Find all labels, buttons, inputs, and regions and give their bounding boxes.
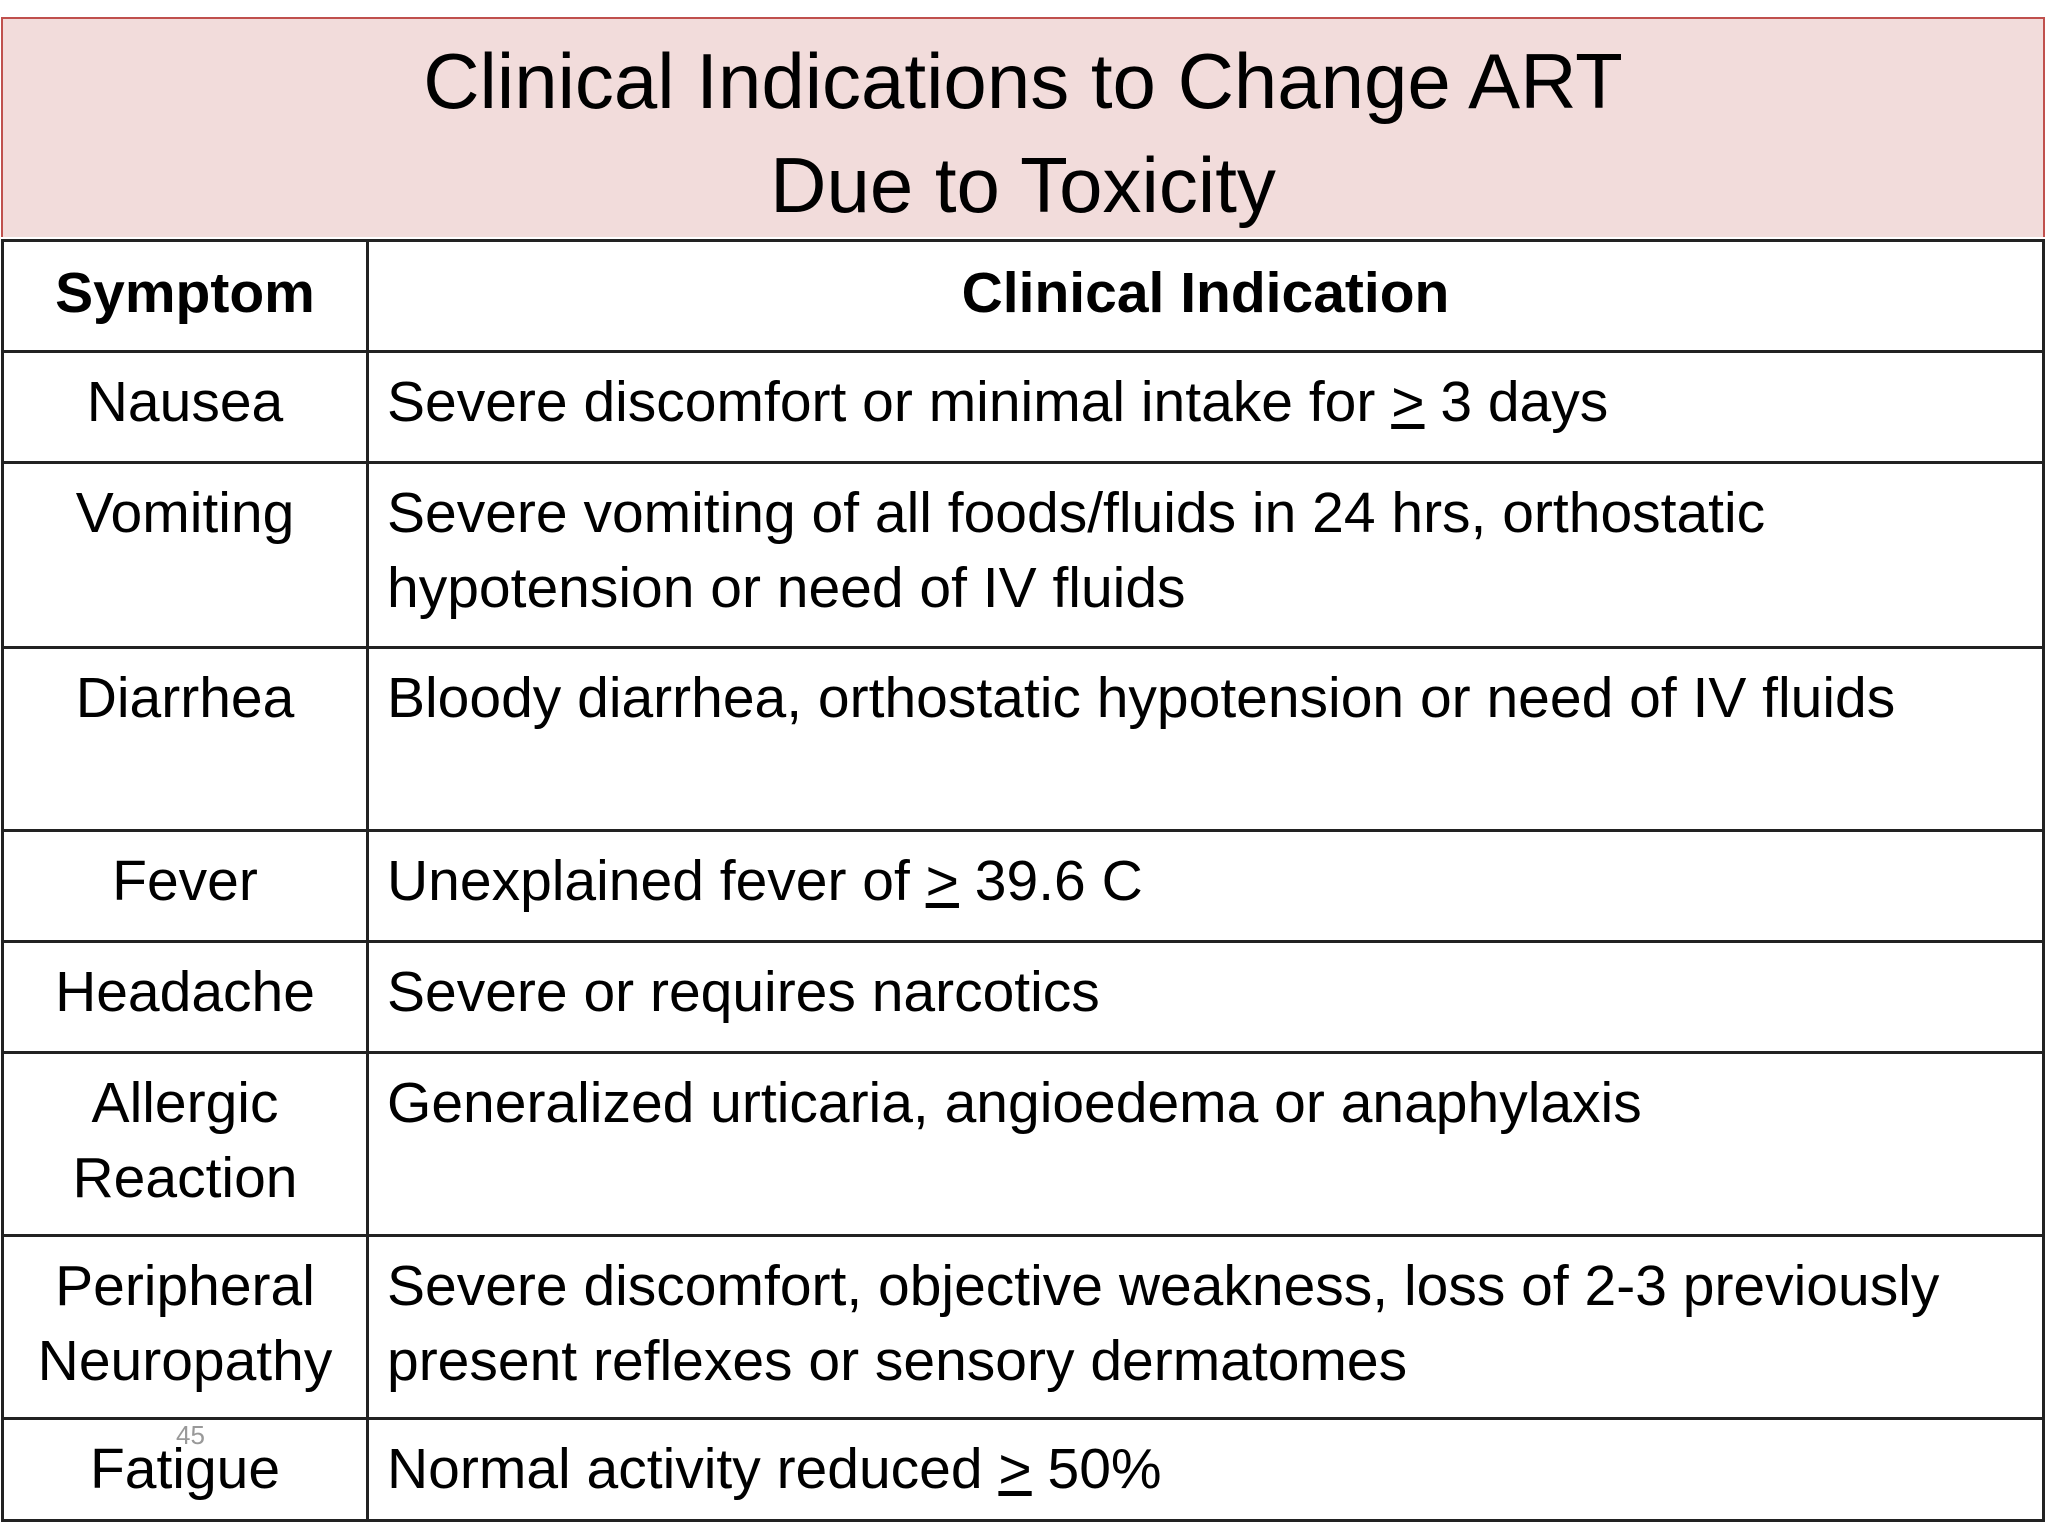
title-band: Clinical Indications to Change ART Due t… [1,17,2045,237]
indication-cell: Severe discomfort or minimal intake for … [366,350,2045,464]
symptom-cell: Headache [1,940,369,1054]
text-segment: Normal activity reduced [387,1437,999,1501]
text-segment: 3 days [1424,370,1609,434]
symptom-cell: Vomiting [1,461,369,649]
text-segment: 39.6 C [958,849,1143,913]
row: Allergic Reaction Generalized urticaria, … [1,1051,2045,1237]
symptom-cell: Nausea [1,350,369,464]
indication-cell: Unexplained fever of > 39.6 C [366,829,2045,943]
row: Fatigue Normal activity reduced > 50% [1,1417,2045,1522]
indication-cell: Generalized urticaria, angioedema or ana… [366,1051,2045,1237]
page-number: 45 [176,1420,205,1450]
text-segment: 50% [1031,1437,1162,1501]
row: Diarrhea Bloody diarrhea, orthostatic hyp… [1,646,2045,832]
symptom-cell: Peripheral Neuropathy [1,1234,369,1420]
header-cell: Clinical Indication [366,239,2045,353]
symptom-cell: Allergic Reaction [1,1051,369,1237]
indication-cell: Normal activity reduced > 50% [366,1417,2045,1522]
text-segment: Unexplained fever of [387,849,926,913]
row: Vomiting Severe vomiting of all foods/flu… [1,461,2045,649]
symptom-cell: Fever [1,829,369,943]
table: Symptom Clinical Indication Nausea Severe… [1,239,2045,1522]
row: Fever Unexplained fever of > 39.6 C [1,829,2045,943]
symbol: > [998,1437,1032,1501]
row: Headache Severe or requires narcotics [1,940,2045,1054]
header-cell: Symptom [1,239,369,353]
symbol: > [925,849,959,913]
title-line: Due to Toxicity [770,141,1276,229]
symptom-cell: Fatigue [1,1417,369,1522]
row: Nausea Severe discomfort or minimal intak… [1,350,2045,464]
indication-cell: Severe discomfort, objective weakness, l… [366,1234,2045,1420]
text-segment: Severe discomfort or minimal intake for [387,370,1392,434]
indication-cell: Severe vomiting of all foods/fluids in 2… [366,461,2045,649]
symptom-cell: Diarrhea [1,646,369,832]
title-line: Clinical Indications to Change ART [423,37,1623,125]
row: Peripheral Neuropathy Severe discomfort, … [1,1234,2045,1420]
symbol: > [1391,370,1425,434]
header-row: Symptom Clinical Indication [1,239,2045,353]
indication-cell: Bloody diarrhea, orthostatic hypotension… [366,646,2045,832]
indication-cell: Severe or requires narcotics [366,940,2045,1054]
